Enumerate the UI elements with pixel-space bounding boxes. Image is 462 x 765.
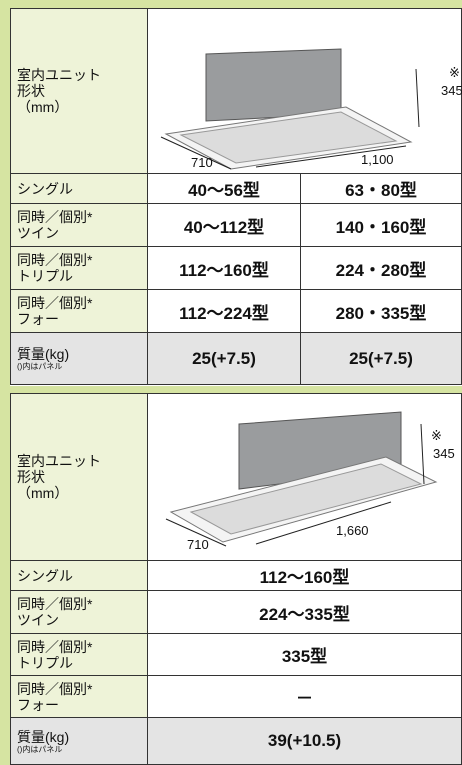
image-cell: 710 1,660 ※ 345 — [147, 393, 462, 561]
label-line: 同時／個別* — [17, 252, 93, 268]
panel-slot — [179, 111, 398, 164]
mass-note: ()内はパネル — [17, 744, 63, 754]
label-line: 同時／個別* — [17, 680, 93, 697]
dimension-line — [415, 68, 420, 128]
row-label: 同時／個別* トリプル — [10, 246, 148, 290]
dimension-line — [160, 136, 232, 170]
unit-illustration: 710 1,660 ※ 345 — [165, 411, 455, 552]
value-cell: 63・80型 — [300, 173, 462, 204]
label-line: 同時／個別* — [17, 209, 93, 225]
label-line: 同時／個別* — [17, 638, 93, 655]
row-label: シングル — [10, 560, 148, 591]
label-line: トリプル — [17, 268, 73, 284]
dimension-line — [420, 423, 425, 485]
label-line: フォー — [17, 696, 59, 713]
dimension-line — [165, 518, 227, 547]
row-label: 室内ユニット 形状 （mm） — [10, 8, 148, 174]
top-strip — [0, 0, 462, 8]
row-label: 同時／個別* ツイン — [10, 590, 148, 634]
mass-label: 質量(kg) ()内はパネル — [10, 332, 148, 385]
value-cell: 25(+7.5) — [300, 332, 462, 385]
row-label: 同時／個別* トリプル — [10, 633, 148, 676]
row-label: シングル — [10, 173, 148, 204]
value-cell: 112～160型 — [147, 246, 301, 290]
dim-note: ※ — [449, 65, 460, 80]
dim-depth: 1,660 — [336, 523, 369, 538]
dim-width: 710 — [191, 155, 213, 170]
mass-note: ()内はパネル — [17, 362, 63, 371]
label-line: 形状 — [17, 469, 45, 485]
value-cell: 40～56型 — [147, 173, 301, 204]
value-cell: 112～160型 — [147, 560, 462, 591]
gap-strip — [0, 386, 462, 393]
row-label: 同時／個別* フォー — [10, 675, 148, 718]
value-cell: － — [147, 675, 462, 718]
label-line: （mm） — [17, 485, 69, 501]
row-label: 同時／個別* フォー — [10, 289, 148, 333]
unit-body — [205, 48, 342, 122]
dim-height: 345 — [441, 83, 462, 98]
value-cell: 39(+10.5) — [147, 717, 462, 765]
value-cell: 224～335型 — [147, 590, 462, 634]
mass-label-text: 質量(kg) — [17, 728, 70, 745]
label-line: 室内ユニット — [17, 67, 101, 83]
value-cell: 40～112型 — [147, 203, 301, 247]
label-line: 同時／個別* — [17, 295, 93, 311]
label-line: シングル — [17, 180, 73, 197]
image-cell: 710 1,100 ※ 345 — [147, 8, 462, 174]
row-label: 室内ユニット 形状 （mm） — [10, 393, 148, 561]
unit-illustration: 710 1,100 ※ 345 — [160, 48, 462, 170]
mass-label-text: 質量(kg) — [17, 346, 70, 362]
label-line: 形状 — [17, 83, 45, 99]
label-line: （mm） — [17, 99, 69, 115]
label-line: トリプル — [17, 654, 73, 671]
value-cell: 112～224型 — [147, 289, 301, 333]
value-cell: 224・280型 — [300, 246, 462, 290]
label-line: ツイン — [17, 612, 59, 628]
value-cell: 140・160型 — [300, 203, 462, 247]
label-line: シングル — [17, 567, 73, 584]
label-line: フォー — [17, 311, 59, 327]
row-label: 同時／個別* ツイン — [10, 203, 148, 247]
label-line: 同時／個別* — [17, 596, 93, 612]
dimension-line — [255, 501, 392, 545]
mass-label: 質量(kg) ()内はパネル — [10, 717, 148, 765]
value-cell: 335型 — [147, 633, 462, 676]
label-line: 室内ユニット — [17, 453, 101, 469]
side-strip — [0, 0, 10, 765]
dim-height: 345 — [433, 446, 455, 461]
label-line: ツイン — [17, 225, 59, 241]
dimension-line — [255, 145, 407, 168]
dim-depth: 1,100 — [361, 152, 394, 167]
value-cell: 280・335型 — [300, 289, 462, 333]
dim-note: ※ — [431, 428, 442, 443]
value-cell: 25(+7.5) — [147, 332, 301, 385]
dim-width: 710 — [187, 537, 209, 552]
panel-slot — [189, 463, 423, 535]
